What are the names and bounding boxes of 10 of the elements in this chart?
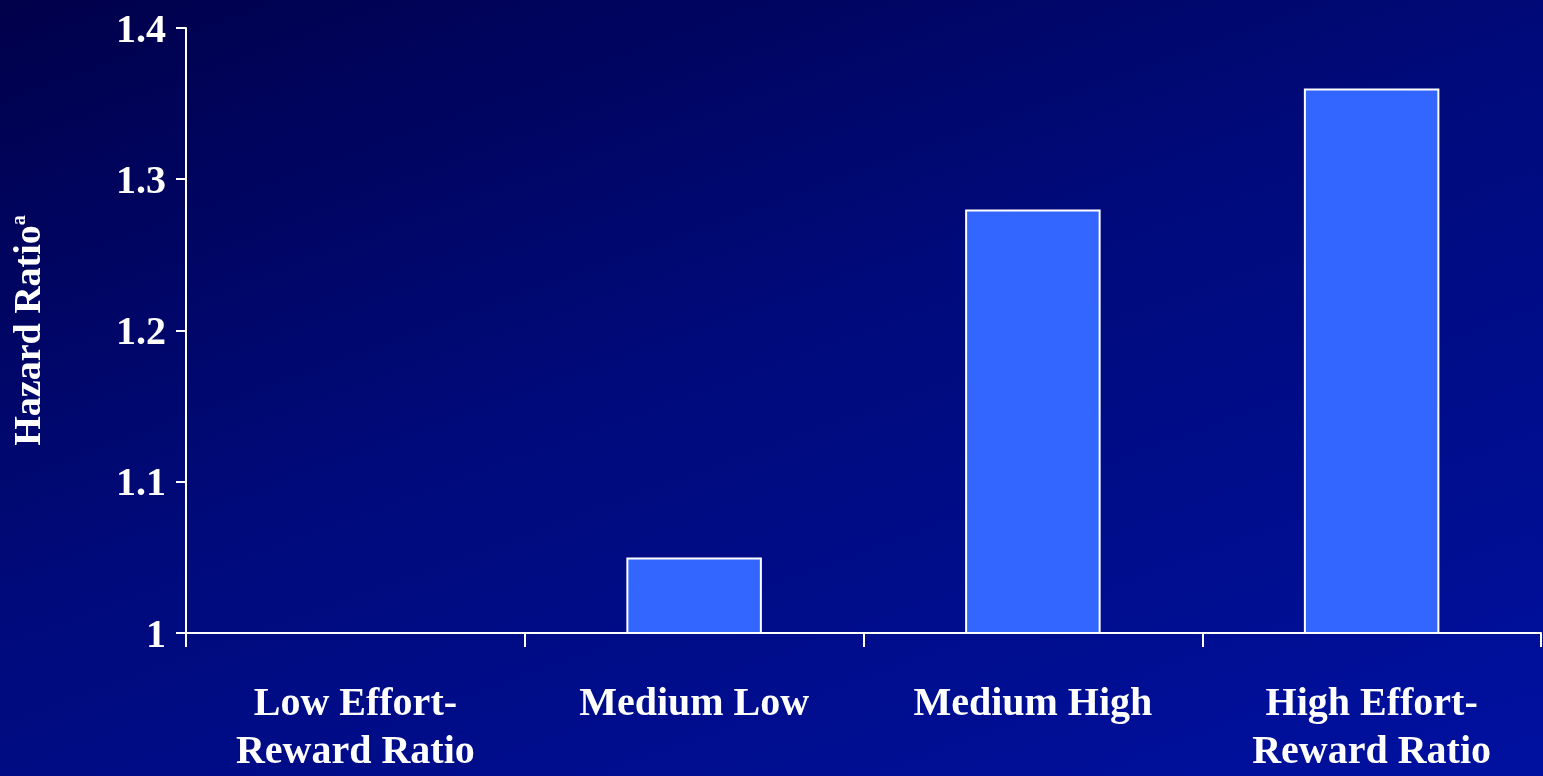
y-tick-label: 1.2	[116, 308, 166, 353]
y-tick-label: 1.1	[116, 459, 166, 505]
x-tick-label: Medium High	[913, 678, 1153, 724]
y-axis-title: Hazard Ratioa	[6, 215, 48, 446]
y-tick-label: 1.4	[116, 5, 166, 51]
y-tick-label: 1.3	[116, 156, 166, 202]
x-tick-label: Low Effort- Reward Ratio	[235, 678, 475, 772]
x-tick-label: Medium Low	[579, 678, 810, 724]
x-tick-label: High Effort- Reward Ratio	[1252, 678, 1492, 772]
y-tick-label: 1	[146, 610, 166, 656]
